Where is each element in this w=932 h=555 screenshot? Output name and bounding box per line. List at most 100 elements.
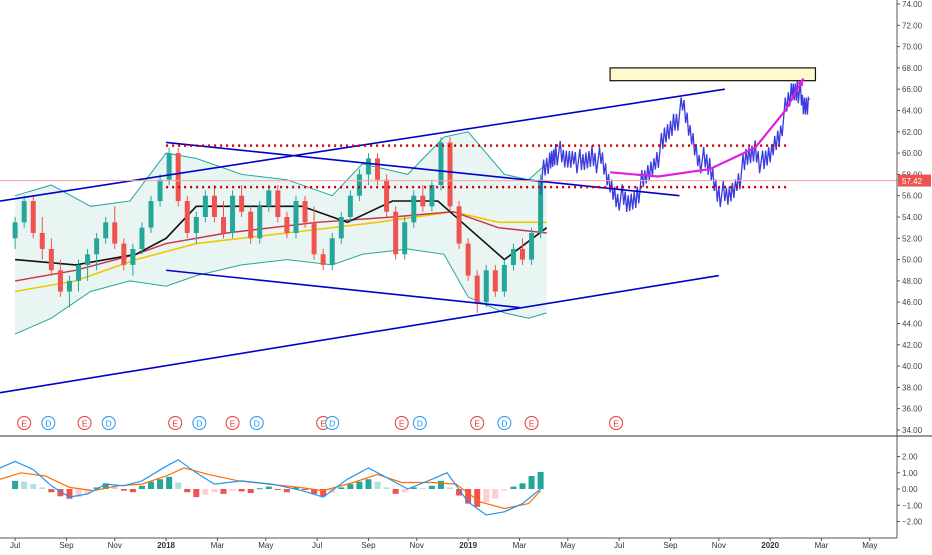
arc-arrowhead [796,78,804,87]
candle-body [220,217,226,233]
event-marker-label: D [106,419,112,429]
price-tick-label: 74.00 [902,0,923,9]
macd-histogram-bar [129,489,136,493]
macd-histogram-bar [157,479,164,489]
event-marker [524,416,539,430]
price-tick-label: 38.00 [902,383,923,392]
macd-histogram-bar [48,489,55,493]
time-tick-label: Jul [614,541,624,550]
drawings [0,67,897,394]
candle-body [347,195,353,217]
candle-body [266,190,272,207]
event-marker-label: E [21,419,27,429]
event-marker-label: E [82,419,88,429]
event-marker-label: D [329,419,335,429]
macd-histogram-bar [347,484,354,489]
time-tick-label: Sep [59,541,74,550]
macd-histogram-bar [365,479,372,489]
macd-histogram-bar [428,485,435,489]
time-tick-label: May [560,541,575,550]
event-marker-label: E [529,419,535,429]
event-marker [225,416,240,430]
candle-body [139,227,145,249]
candle-body [320,254,326,265]
candle-body [275,190,281,217]
event-marker-label: E [474,419,480,429]
price-tick-label: 60.00 [902,149,923,158]
candle-body [356,174,362,196]
macd-histogram-bar [229,489,236,491]
macd-histogram-bar [238,489,245,492]
time-tick-label: 2020 [761,541,779,550]
candle-body [30,201,36,233]
time-tick-label: Nov [712,541,726,550]
candle-body [166,153,172,180]
current-price-label: 57.42 [902,177,923,186]
macd-histogram-bar [456,489,463,496]
macd-histogram-bar [437,480,444,489]
macd-line [0,459,541,516]
macd-histogram-bar [66,489,73,499]
candle-body [429,185,435,207]
candle-body [338,217,344,239]
event-marker-label: D [196,419,202,429]
price-tick-label: 46.00 [902,298,923,307]
macd-histogram-bar [148,481,155,489]
price-tick-label: 48.00 [902,277,923,286]
candle-body [121,243,127,265]
candle-body [375,158,381,180]
macd-tick-label: 2.00 [902,453,918,462]
macd-histogram-bar [320,489,327,497]
event-marker-label: D [417,419,423,429]
time-tick-label: Nov [410,541,424,550]
time-tick-label: 2019 [459,541,477,550]
macd-histogram-bar [465,489,472,504]
time-tick-label: Jul [312,541,322,550]
macd-histogram-bar [392,489,399,494]
event-marker [394,416,409,430]
time-tick-label: Mar [211,541,225,550]
trendline [166,269,520,309]
macd-histogram-bar [492,489,499,499]
macd-histogram-bar [292,487,299,489]
ma-black-line [15,200,548,266]
macd-histogram-bar [274,489,281,490]
candle-body [175,153,181,202]
macd-histogram-bar [21,481,28,489]
trendline [0,274,719,394]
candle-body [12,222,18,239]
candle-body [492,270,498,292]
ma-red-line [14,210,547,282]
candle-body [184,201,190,233]
candle-body [402,222,408,255]
time-tick-label: Sep [663,541,678,550]
time-tick-label: Sep [361,541,376,550]
candle-body [393,211,399,255]
event-marker-label: E [230,419,236,429]
candle-body [85,254,91,265]
macd-histogram-bar [338,487,345,489]
macd-histogram-bar [111,485,118,489]
candle-body [284,217,290,233]
candle-body [384,179,390,212]
candle-body [48,248,54,271]
event-marker [77,416,92,430]
macd-panel [0,435,932,516]
candle-body [365,158,371,175]
price-tick-label: 64.00 [902,107,923,116]
macd-histogram-bar [519,483,526,489]
time-tick-label: Nov [108,541,122,550]
candle-body [456,206,462,244]
candle-body [230,195,236,233]
candle-body [519,248,525,260]
macd-tick-label: −1.00 [902,501,923,510]
price-tick-label: 62.00 [902,128,923,137]
bollinger-upper [14,131,548,207]
event-marker-label: D [45,419,51,429]
event-marker-label: D [254,419,260,429]
macd-histogram-bar [247,489,254,494]
candle-body [211,195,217,217]
macd-histogram-bar [311,489,318,494]
